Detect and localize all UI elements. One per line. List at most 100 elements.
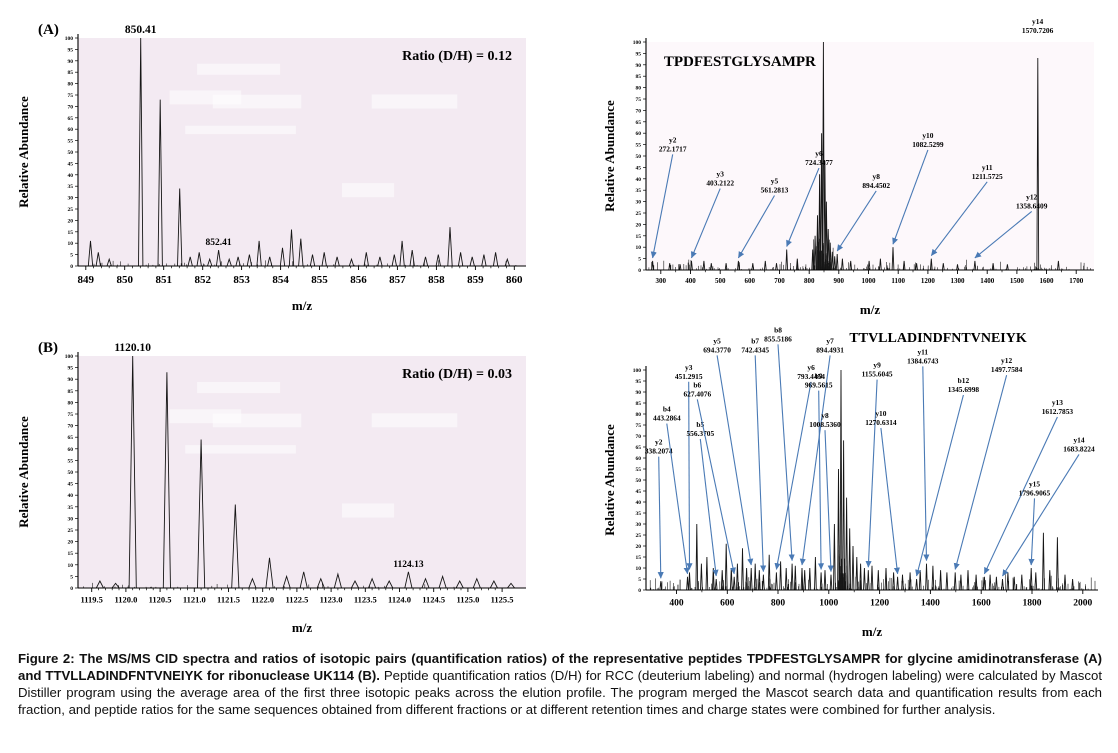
svg-text:1123.5: 1123.5: [354, 595, 377, 605]
svg-text:b8: b8: [774, 326, 782, 334]
svg-text:0: 0: [70, 586, 73, 592]
svg-text:2000: 2000: [1073, 599, 1092, 609]
svg-text:25: 25: [68, 207, 74, 213]
svg-text:Relative Abundance: Relative Abundance: [602, 424, 617, 536]
svg-text:969.5615: 969.5615: [805, 381, 833, 390]
svg-text:852.41: 852.41: [206, 238, 232, 248]
svg-text:800: 800: [804, 277, 815, 285]
svg-text:90: 90: [68, 59, 74, 65]
svg-text:60: 60: [68, 447, 74, 453]
svg-text:400: 400: [669, 599, 684, 609]
svg-text:338.2074: 338.2074: [645, 447, 673, 456]
svg-text:45: 45: [636, 165, 642, 171]
svg-text:742.4345: 742.4345: [741, 345, 769, 354]
svg-text:700: 700: [774, 277, 785, 285]
svg-text:y2: y2: [669, 135, 677, 144]
svg-text:20: 20: [68, 218, 74, 224]
svg-text:40: 40: [636, 500, 642, 506]
svg-text:500: 500: [715, 277, 726, 285]
svg-text:45: 45: [68, 161, 74, 167]
svg-text:y6: y6: [807, 363, 815, 372]
svg-text:y5: y5: [713, 336, 721, 345]
svg-text:55: 55: [68, 139, 74, 145]
svg-text:45: 45: [68, 482, 74, 488]
svg-text:b4: b4: [663, 405, 671, 414]
svg-text:10: 10: [636, 566, 642, 572]
svg-text:45: 45: [636, 489, 642, 495]
svg-text:849: 849: [78, 274, 95, 286]
svg-text:1612.7853: 1612.7853: [1042, 407, 1074, 416]
svg-text:b12: b12: [958, 376, 970, 385]
svg-text:1155.6045: 1155.6045: [862, 370, 893, 379]
svg-text:894.4931: 894.4931: [816, 345, 844, 354]
svg-text:y14: y14: [1032, 17, 1043, 26]
svg-text:55: 55: [68, 458, 74, 464]
svg-text:694.3770: 694.3770: [703, 345, 731, 354]
svg-text:y11: y11: [982, 163, 993, 172]
svg-text:100: 100: [65, 36, 74, 42]
svg-text:10: 10: [68, 563, 74, 569]
svg-text:85: 85: [636, 74, 642, 80]
svg-text:85: 85: [68, 70, 74, 76]
svg-text:Relative Abundance: Relative Abundance: [602, 100, 617, 212]
svg-text:50: 50: [68, 470, 74, 476]
svg-text:0: 0: [638, 588, 641, 594]
svg-text:65: 65: [636, 445, 642, 451]
svg-text:856: 856: [350, 274, 367, 286]
svg-text:15: 15: [636, 555, 642, 561]
svg-text:y2: y2: [655, 438, 663, 447]
svg-text:40: 40: [68, 493, 74, 499]
svg-text:TTVLLADINDFNTVNEIYK: TTVLLADINDFNTVNEIYK: [849, 331, 1026, 346]
svg-text:15: 15: [68, 230, 74, 236]
panel-b-msms: 0 5 10 15 20 25 30 35 40 45 50 55 60 65 70 75 80 85 90 95 10…: [600, 326, 1112, 642]
svg-text:1120.0: 1120.0: [114, 595, 137, 605]
svg-text:y12: y12: [1026, 192, 1037, 201]
svg-text:1345.6998: 1345.6998: [948, 385, 980, 394]
svg-text:65: 65: [68, 435, 74, 441]
svg-text:Relative Abundance: Relative Abundance: [16, 416, 31, 528]
svg-text:m/z: m/z: [292, 298, 312, 313]
svg-text:1100: 1100: [891, 277, 905, 285]
svg-text:Ratio (D/H) = 0.03: Ratio (D/H) = 0.03: [402, 367, 512, 382]
svg-text:854: 854: [272, 274, 289, 286]
svg-text:0: 0: [638, 268, 641, 274]
svg-text:1683.8224: 1683.8224: [1063, 444, 1095, 453]
svg-text:860: 860: [506, 274, 523, 286]
panel-a-msms: 0 5 10 15 20 25 30 35 40 45 50 55 60 65 70 75 80 85 90 95 10…: [600, 8, 1110, 320]
spectrum-a-isotope-chart: 0 5 10 15 20 25 30 35 40 45 50 55 60 65 70 75 80 85 90 95 10…: [16, 22, 526, 313]
svg-text:0: 0: [70, 264, 73, 270]
figure-caption-rest: Peptide quantification ratios (D/H) for …: [18, 668, 1102, 718]
svg-text:25: 25: [636, 211, 642, 217]
svg-text:m/z: m/z: [860, 302, 880, 317]
svg-text:b7: b7: [751, 336, 759, 345]
svg-text:1122.5: 1122.5: [285, 595, 308, 605]
svg-text:272.1717: 272.1717: [659, 144, 687, 153]
svg-text:853: 853: [233, 274, 250, 286]
svg-text:Relative Abundance: Relative Abundance: [16, 96, 31, 208]
figure-caption-bold: Figure 2: The MS/MS CID spectra and rati…: [18, 651, 1102, 684]
svg-text:70: 70: [636, 108, 642, 114]
svg-text:800: 800: [771, 599, 786, 609]
svg-text:55: 55: [636, 467, 642, 473]
svg-text:y12: y12: [1001, 356, 1012, 365]
svg-text:95: 95: [636, 51, 642, 57]
svg-text:850: 850: [116, 274, 133, 286]
svg-text:y14: y14: [1073, 435, 1084, 444]
svg-text:b5: b5: [696, 420, 704, 429]
svg-text:y10: y10: [922, 131, 933, 140]
svg-text:35: 35: [68, 505, 74, 511]
svg-text:1497.7584: 1497.7584: [991, 365, 1023, 374]
svg-text:10: 10: [636, 245, 642, 251]
svg-text:1570.7206: 1570.7206: [1022, 26, 1054, 35]
svg-text:75: 75: [636, 97, 642, 103]
svg-text:Ratio (D/H) = 0.12: Ratio (D/H) = 0.12: [402, 49, 512, 64]
svg-text:100: 100: [633, 40, 642, 46]
svg-text:60: 60: [636, 131, 642, 137]
svg-text:1008.5360: 1008.5360: [809, 420, 841, 429]
svg-text:894.4502: 894.4502: [862, 181, 890, 190]
svg-text:100: 100: [65, 354, 74, 360]
svg-text:75: 75: [68, 412, 74, 418]
svg-text:1124.13: 1124.13: [393, 560, 424, 570]
svg-text:30: 30: [68, 516, 74, 522]
